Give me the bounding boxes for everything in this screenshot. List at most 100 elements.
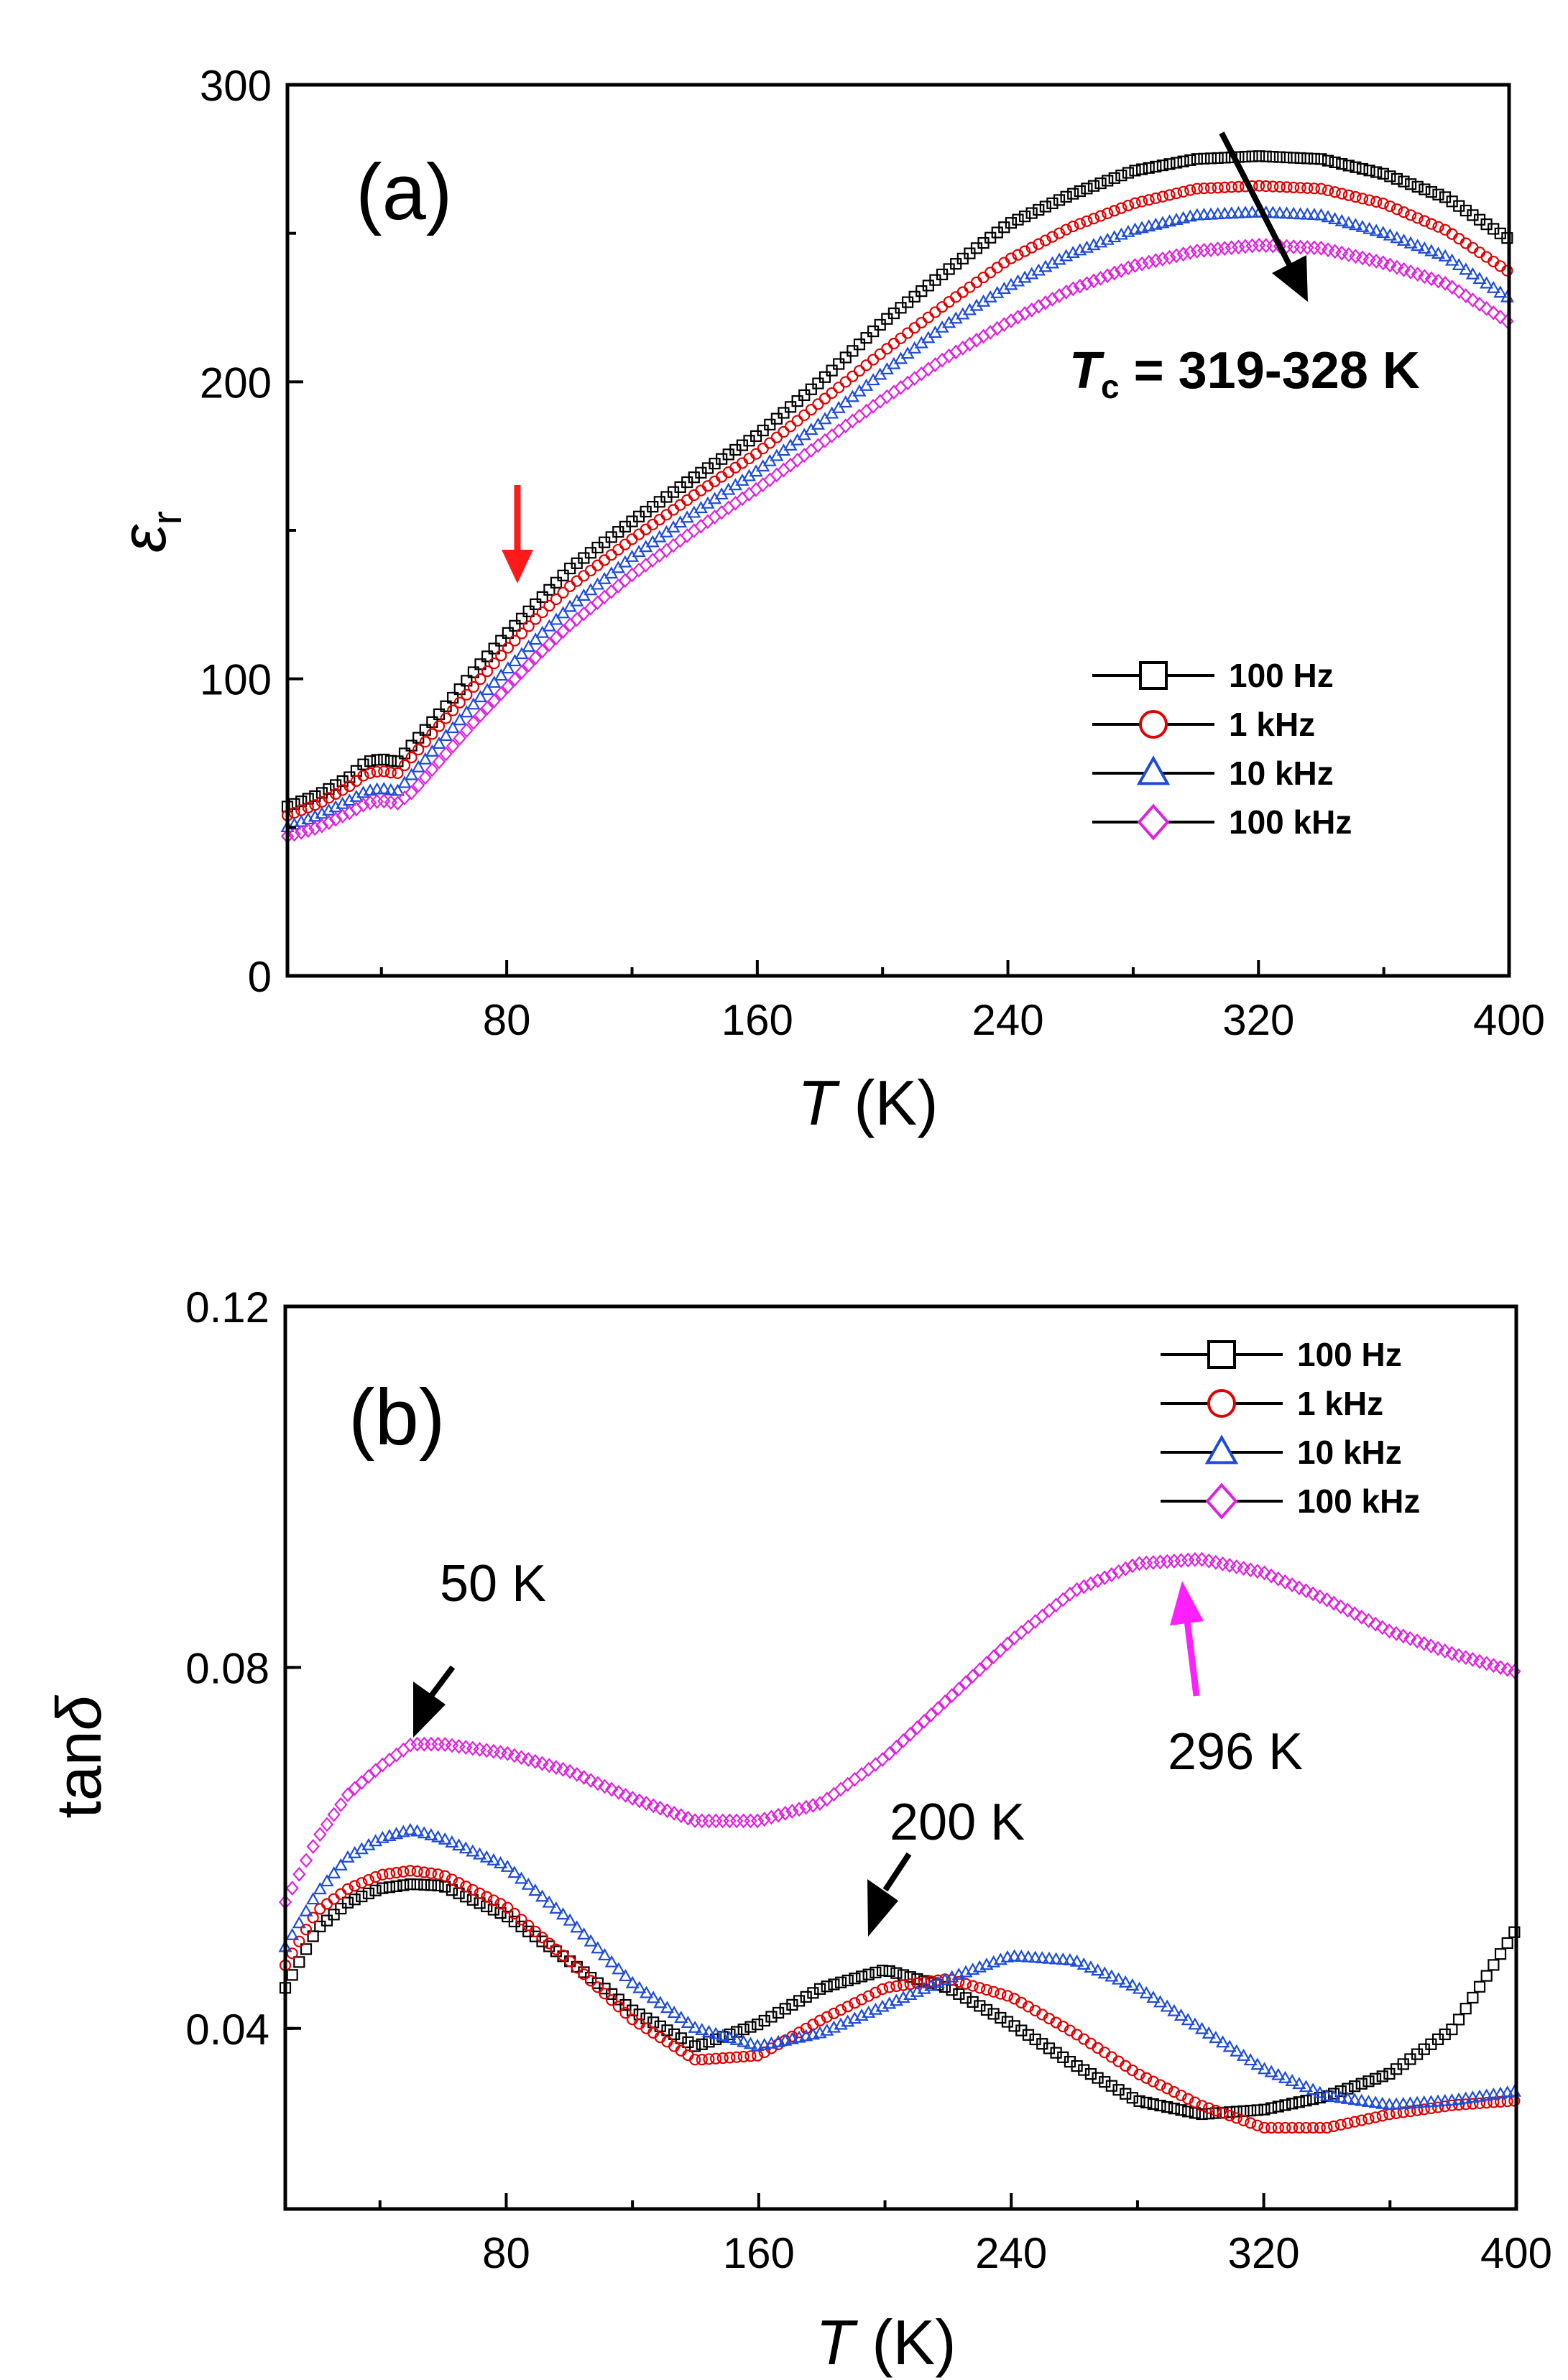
data-point <box>1342 2117 1354 2129</box>
panel-label-b: (b) <box>349 1373 445 1462</box>
data-point <box>696 2054 708 2066</box>
data-point <box>758 2014 770 2027</box>
data-point <box>1245 2117 1257 2129</box>
data-point <box>1143 194 1155 206</box>
data-point <box>604 1955 619 1968</box>
data-point <box>556 606 571 619</box>
data-point <box>433 720 446 732</box>
data-point <box>1438 1643 1452 1659</box>
data-point <box>1258 2103 1270 2116</box>
data-point <box>378 753 390 766</box>
data-point <box>632 1980 647 1993</box>
data-point <box>528 1753 543 1769</box>
data-point <box>1081 183 1093 195</box>
data-point <box>349 1880 361 1892</box>
data-point <box>756 477 770 492</box>
data-point <box>1342 216 1356 229</box>
data-point <box>1167 2003 1181 2016</box>
data-point <box>466 697 481 710</box>
data-point <box>1225 206 1239 219</box>
data-point <box>1053 227 1066 239</box>
data-point <box>530 613 542 625</box>
data-point <box>1146 1991 1161 2003</box>
data-point <box>447 704 459 716</box>
data-point <box>1211 241 1225 257</box>
data-point <box>370 782 384 795</box>
data-point <box>1383 1623 1396 1639</box>
data-point <box>1403 236 1418 249</box>
data-point <box>299 1853 313 1868</box>
data-point <box>425 1879 438 1891</box>
data-point <box>1177 185 1189 198</box>
data-point <box>695 2023 709 2036</box>
data-point <box>682 2036 694 2048</box>
data-point <box>804 443 818 458</box>
data-point <box>640 1796 653 1811</box>
data-point <box>1389 2097 1403 2110</box>
data-point <box>1493 309 1507 325</box>
data-point <box>1118 1975 1133 1988</box>
data-point <box>315 818 329 834</box>
data-point <box>383 1868 396 1880</box>
data-point <box>1094 270 1107 286</box>
data-point <box>936 301 949 313</box>
data-point <box>667 504 680 516</box>
data-point <box>460 1881 472 1893</box>
data-point <box>597 1948 612 1961</box>
data-point <box>1459 262 1473 275</box>
data-point <box>681 1810 695 1826</box>
data-point <box>1084 1576 1098 1592</box>
data-point <box>1369 223 1383 236</box>
data-point <box>862 1990 875 2002</box>
data-point <box>1425 218 1437 230</box>
legend-label: 1 kHz <box>1229 706 1315 743</box>
data-point <box>461 688 473 701</box>
data-point <box>1170 157 1183 169</box>
data-point <box>1059 284 1073 300</box>
data-point <box>1198 183 1210 195</box>
data-point <box>867 325 880 338</box>
data-point <box>320 1817 334 1832</box>
data-point <box>1231 206 1245 218</box>
data-point <box>1362 1613 1375 1628</box>
data-point <box>1328 2120 1340 2132</box>
data-point <box>743 2037 758 2049</box>
ticks-a: 80 160 240 320 400 0 100 200 300 <box>200 62 1545 1044</box>
data-point <box>987 1985 1000 1998</box>
data-point <box>792 1802 806 1817</box>
data-point <box>529 650 543 665</box>
x-tick-label: 320 <box>1222 996 1294 1044</box>
data-point <box>784 420 797 433</box>
data-point <box>286 1947 298 1960</box>
data-point <box>1294 182 1306 194</box>
data-point <box>597 589 612 605</box>
data-point <box>431 1736 445 1752</box>
data-point <box>1459 2003 1472 2015</box>
data-point <box>549 612 563 625</box>
data-point <box>556 624 570 639</box>
data-point <box>1494 1948 1507 1960</box>
data-point <box>1424 2095 1438 2108</box>
x-axis-label-b: T (K) <box>816 2307 956 2378</box>
legend-marker <box>1136 755 1171 785</box>
data-point <box>473 690 488 703</box>
data-point <box>1000 1636 1015 1652</box>
data-point <box>404 1878 417 1891</box>
data-point <box>550 593 563 605</box>
data-point <box>716 1813 729 1829</box>
data-point <box>966 1669 979 1684</box>
data-point <box>943 296 955 308</box>
data-point <box>876 1965 889 1977</box>
data-point <box>438 729 453 742</box>
data-point <box>474 1887 486 1899</box>
data-point <box>860 359 872 372</box>
data-point <box>522 605 535 617</box>
data-point <box>612 578 625 594</box>
data-point <box>839 351 852 364</box>
data-point <box>1168 2103 1180 2115</box>
data-point <box>1480 1970 1493 1982</box>
data-point <box>1156 190 1168 203</box>
data-point <box>916 316 928 329</box>
data-point <box>729 495 742 511</box>
data-point <box>1425 2102 1437 2115</box>
